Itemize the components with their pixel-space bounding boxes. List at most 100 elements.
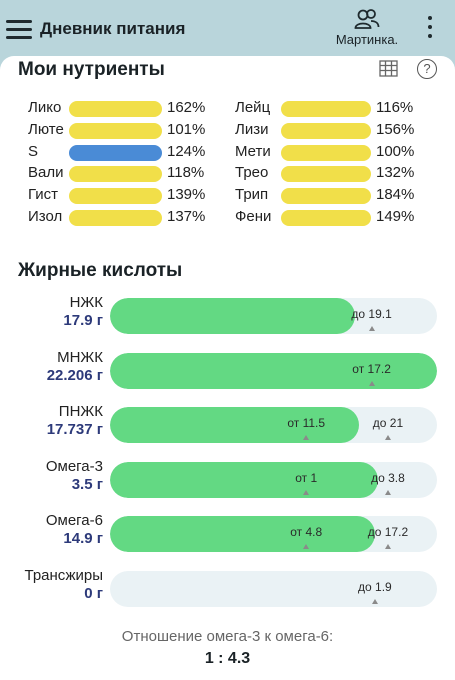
fatty-acid-value: 17.737 г — [46, 421, 103, 438]
fatty-acid-limit-label: от 1 — [295, 470, 318, 485]
fatty-acid-value: 0 г — [84, 584, 103, 602]
limit-marker-icon — [384, 544, 391, 549]
nutrient-bar — [69, 188, 162, 205]
nutrient-bar — [281, 101, 371, 117]
nutrient-row: Трео 132% — [0, 163, 455, 184]
fatty-acid-bar-fill — [110, 298, 356, 334]
nutrient-row: Вали 118% — [0, 163, 455, 184]
nutrient-percent: 139% — [167, 186, 206, 204]
nutrient-name: Изол — [28, 208, 63, 225]
table-icon[interactable] — [379, 60, 398, 77]
fatty-acid-name: НЖК — [69, 294, 103, 311]
nutrient-percent: 137% — [167, 208, 206, 225]
fatty-acid-limit-label: до 3.8 — [371, 470, 405, 485]
nutrient-row: S 124% — [0, 142, 455, 163]
fatty-acid-limit-label: от 4.8 — [290, 525, 323, 539]
fatty-acids-title: Жирные кислоты — [18, 260, 183, 281]
nutrient-bar — [281, 166, 371, 183]
fatty-acid-bar-track: от 11.5 до 21 — [110, 407, 437, 443]
omega-ratio-value: 1 : 4.3 — [204, 650, 251, 667]
more-options-icon[interactable] — [424, 16, 436, 44]
nutrient-bar — [281, 210, 371, 226]
nutrient-row: Гист 139% — [0, 185, 455, 206]
fatty-acid-name: ПНЖК — [58, 403, 103, 420]
fatty-acid-limit-label: до 1.9 — [358, 579, 392, 594]
nutrient-bar — [69, 210, 162, 226]
fatty-acid-limit-label: до 21 — [372, 416, 404, 430]
nutrient-bar — [69, 144, 162, 161]
nutrient-percent: 162% — [167, 99, 206, 116]
fatty-acid-bar-fill — [110, 352, 437, 389]
nutrient-percent: 100% — [376, 142, 415, 160]
nutrient-percent: 132% — [376, 164, 415, 182]
nutrient-name: Вали — [28, 164, 64, 182]
nutrient-percent: 156% — [376, 120, 415, 138]
nutrient-name: Лико — [28, 99, 62, 116]
fatty-acid-value: 3.5 г — [71, 475, 103, 493]
fatty-acid-row: ПНЖК 17.737 г от 11.5 до 21 — [0, 403, 455, 443]
fatty-acid-name: Трансжиры — [24, 566, 104, 584]
fatty-acid-value: 17.9 г — [63, 312, 103, 329]
nutrient-row: Трип 184% — [0, 185, 455, 206]
limit-marker-icon — [303, 544, 310, 549]
limit-marker-icon — [384, 435, 391, 440]
fatty-acid-bar-track: от 4.8 до 17.2 — [110, 516, 437, 552]
nutrient-row: Фени 149% — [0, 207, 455, 228]
nutrients-title: Мои нутриенты — [18, 59, 165, 80]
nutrient-bar — [69, 166, 162, 183]
nutrient-row: Изол 137% — [0, 207, 455, 228]
fatty-acid-bar-track: до 1.9 — [110, 570, 437, 607]
limit-marker-icon — [303, 489, 310, 495]
limit-marker-icon — [368, 380, 375, 386]
nutrient-percent: 116% — [376, 99, 414, 116]
fatty-acid-row: Трансжиры 0 г до 1.9 — [0, 567, 455, 607]
content-card: Мои нутриенты ? Лико 162% Люте 101% S 124% Вал… — [0, 56, 455, 680]
nutrient-bar — [281, 122, 371, 139]
fatty-acid-limit-label: от 11.5 — [287, 416, 326, 430]
limit-marker-icon — [371, 598, 378, 604]
nutrient-name: Фени — [235, 208, 272, 225]
fatty-acid-limit-label: до 17.2 — [367, 525, 409, 539]
fatty-acid-value: 22.206 г — [46, 366, 103, 384]
nutrient-name: Лизи — [235, 120, 269, 138]
fatty-acid-row: Омега-3 3.5 г от 1 до 3.8 — [0, 458, 455, 498]
nutrient-name: Трео — [235, 164, 269, 182]
help-icon[interactable]: ? — [417, 59, 437, 79]
fatty-acid-name: МНЖК — [57, 348, 103, 366]
profile-button[interactable]: Мартинка. — [330, 8, 404, 56]
fatty-acid-row: МНЖК 22.206 г от 17.2 — [0, 349, 455, 389]
nutrient-name: Мети — [235, 142, 271, 160]
fatty-acid-bar-fill — [110, 407, 359, 443]
fatty-acid-limit-label: от 17.2 — [352, 361, 391, 376]
fatty-acid-row: Омега-6 14.9 г от 4.8 до 17.2 — [0, 512, 455, 552]
nutrient-percent: 118% — [167, 164, 205, 182]
fatty-acid-value: 14.9 г — [63, 530, 103, 547]
nutrient-bar — [281, 144, 371, 161]
nutrient-name: Люте — [28, 120, 64, 138]
limit-marker-icon — [384, 489, 391, 495]
nutrient-row: Лизи 156% — [0, 120, 455, 141]
fatty-acid-bar-track: до 19.1 — [110, 298, 437, 334]
nutrient-name: S — [28, 142, 39, 160]
profile-name: Мартинка. — [335, 32, 399, 47]
nutrient-percent: 184% — [376, 186, 415, 204]
fatty-acid-name: Омега-6 — [45, 512, 103, 529]
users-icon — [354, 9, 380, 29]
nutrient-percent: 101% — [167, 120, 206, 138]
fatty-acid-bar-fill — [110, 516, 375, 552]
nutrient-name: Гист — [28, 186, 59, 204]
fatty-acid-bar-track: от 17.2 — [110, 352, 437, 389]
nutrient-percent: 124% — [167, 142, 206, 160]
hamburger-menu-icon[interactable] — [6, 20, 32, 40]
limit-marker-icon — [368, 326, 375, 331]
nutrient-row: Мети 100% — [0, 142, 455, 163]
nutrient-row: Люте 101% — [0, 120, 455, 141]
nutrient-row: Лейц 116% — [0, 98, 455, 119]
nutrient-name: Лейц — [235, 99, 271, 116]
limit-marker-icon — [303, 435, 310, 440]
nutrient-bar — [69, 101, 162, 117]
app-header: Дневник питания Мартинка. — [0, 0, 455, 62]
fatty-acid-limit-label: до 19.1 — [351, 307, 392, 321]
app-title: Дневник питания — [40, 19, 186, 38]
fatty-acid-row: НЖК 17.9 г до 19.1 — [0, 294, 455, 334]
